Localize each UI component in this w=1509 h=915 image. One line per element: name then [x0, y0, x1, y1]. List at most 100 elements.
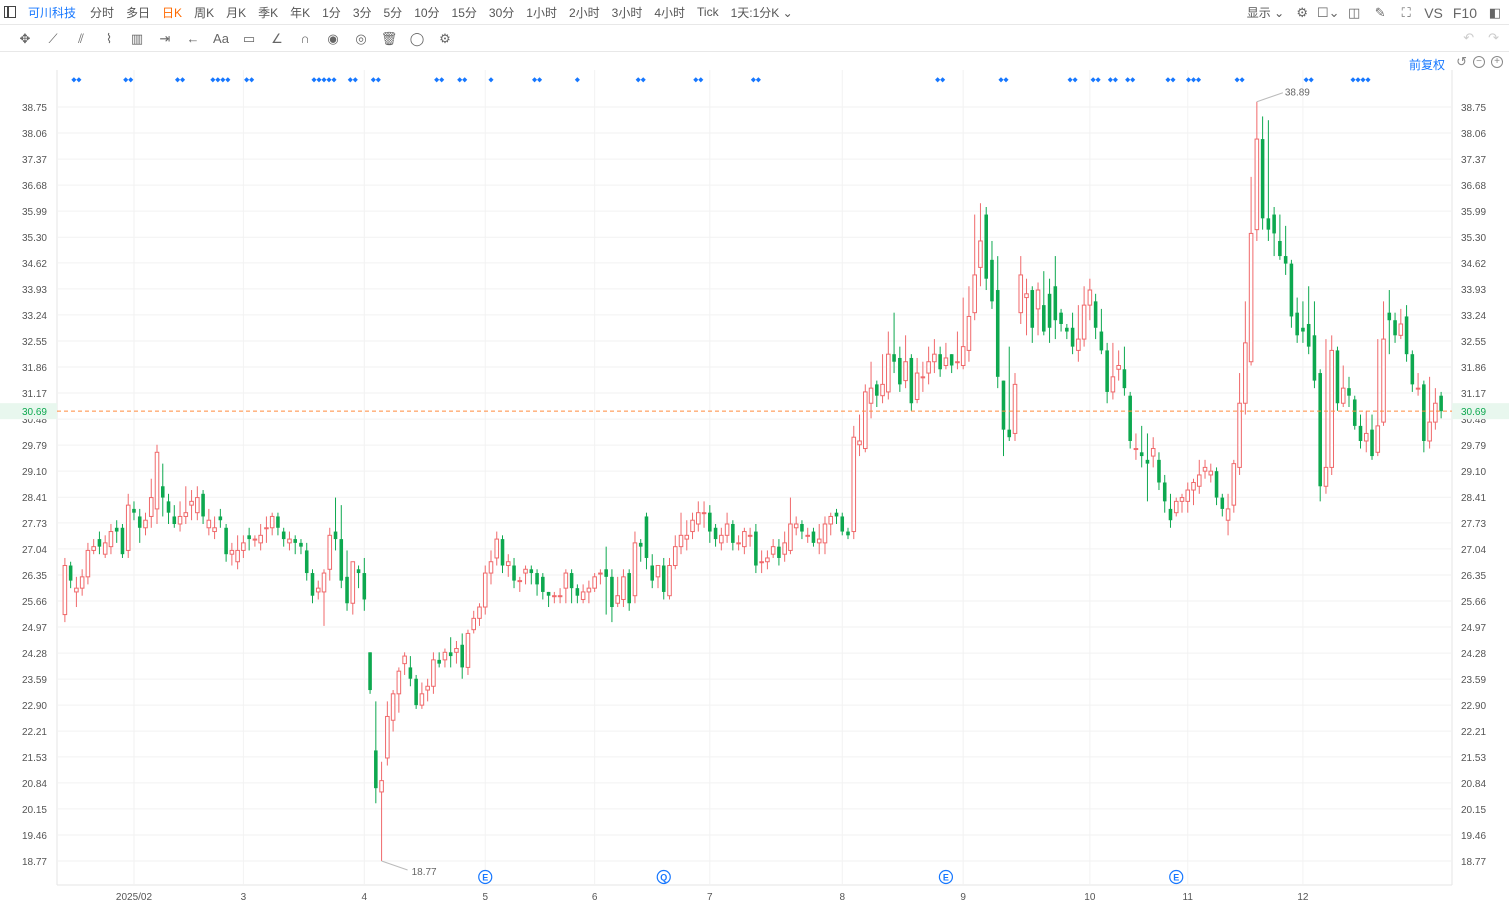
- signal-dot: [1185, 77, 1192, 83]
- undo-icon[interactable]: ↶: [1463, 30, 1475, 45]
- period-tab[interactable]: 4小时: [654, 5, 686, 20]
- candle-body: [488, 561, 494, 574]
- candle-body: [754, 531, 758, 566]
- vs-button[interactable]: VS: [1424, 4, 1443, 21]
- redo-icon[interactable]: ↷: [1488, 30, 1499, 45]
- candle-body: [1272, 214, 1276, 234]
- price-adjust-button[interactable]: 前复权: [1408, 58, 1445, 72]
- angle-icon[interactable]: ∠: [271, 30, 283, 46]
- x-tick-label: 8: [839, 892, 845, 903]
- compare-icon[interactable]: ◯: [409, 30, 425, 46]
- candle-body: [765, 557, 770, 563]
- drawing-toolbar: ✥ ⟋ ⫽ ⌇ ▥ ⇥ ← Aa ▭ ∠ ∩ ◉ ◎ 🗑 ◯ ⚙ ↶ ↷: [0, 26, 1509, 52]
- wave-icon[interactable]: ⌇: [105, 30, 113, 46]
- line-icon[interactable]: ⟋: [48, 30, 58, 46]
- candle-body: [708, 512, 712, 532]
- fullscreen-icon[interactable]: ⛶: [1401, 4, 1411, 20]
- arrow-icon[interactable]: ←: [186, 31, 200, 46]
- candle-body: [512, 565, 516, 581]
- move-icon[interactable]: ✥: [19, 30, 31, 46]
- candle-body: [580, 591, 586, 600]
- pen-icon[interactable]: ✎: [1374, 4, 1386, 20]
- channel-icon[interactable]: ⫽: [78, 30, 84, 46]
- candle-body: [1415, 387, 1421, 390]
- candle-body: [598, 572, 603, 575]
- candle-body: [79, 576, 85, 589]
- period-tab[interactable]: Tick: [697, 5, 719, 19]
- signal-dot: [488, 77, 494, 83]
- signal-dot: [225, 77, 231, 83]
- candle-body: [258, 534, 263, 544]
- period-tab[interactable]: 1天:1分K ⌄: [730, 5, 793, 20]
- display-menu[interactable]: 显示 ⌄: [1246, 6, 1285, 20]
- layout-icon[interactable]: ☐⌄: [1316, 4, 1340, 20]
- candle-body: [747, 534, 753, 537]
- candle-body: [68, 565, 73, 581]
- candle-body: [402, 655, 407, 665]
- period-tab[interactable]: 1小时: [526, 5, 557, 20]
- period-tab[interactable]: 年K: [290, 5, 311, 20]
- reset-icon[interactable]: ↺: [1456, 54, 1467, 69]
- period-tab[interactable]: 10分: [414, 5, 440, 20]
- zoom-in-icon[interactable]: +: [1491, 56, 1503, 68]
- period-tab[interactable]: 季K: [258, 5, 279, 20]
- signal-dot: [1303, 77, 1309, 83]
- camera-icon[interactable]: ◫: [1348, 4, 1361, 20]
- candle-body: [1070, 327, 1075, 347]
- trash-icon[interactable]: 🗑: [380, 30, 398, 46]
- candle-body: [1122, 369, 1127, 389]
- y-tick-label-right: 34.62: [1461, 259, 1486, 270]
- panel-toggle-icon[interactable]: ◧: [1488, 4, 1502, 20]
- y-tick-label-left: 31.17: [22, 389, 47, 400]
- zoom-out-icon[interactable]: −: [1473, 56, 1485, 68]
- settings-icon[interactable]: ⚙: [439, 30, 451, 46]
- fib-icon[interactable]: ▥: [130, 30, 144, 46]
- settings-icon[interactable]: ⚙: [1296, 4, 1309, 20]
- period-tab[interactable]: 月K: [226, 5, 247, 20]
- period-tab[interactable]: 2小时: [568, 5, 600, 20]
- period-tab[interactable]: 1分: [322, 5, 341, 20]
- stock-name[interactable]: 可川科技: [28, 5, 77, 20]
- candle-body: [684, 534, 690, 540]
- signal-dot: [693, 77, 699, 83]
- candle-body: [840, 516, 845, 532]
- period-tab[interactable]: 分时: [90, 5, 115, 20]
- candle-body: [1162, 482, 1167, 502]
- sidebar-toggle-icon[interactable]: [4, 6, 16, 18]
- period-tab[interactable]: 多日: [126, 5, 151, 20]
- signal-dot: [635, 77, 641, 83]
- candle-body: [1173, 500, 1179, 514]
- measure-icon[interactable]: ⇥: [159, 30, 171, 46]
- candle-body: [569, 573, 574, 589]
- period-tab[interactable]: 15分: [451, 5, 477, 20]
- lock-icon[interactable]: ◎: [355, 30, 367, 46]
- candle-body: [1329, 349, 1334, 468]
- period-tab[interactable]: 3小时: [611, 5, 643, 20]
- y-tick-label-left: 27.04: [22, 545, 47, 556]
- candle-body: [235, 549, 240, 563]
- period-tab[interactable]: 周K: [194, 5, 215, 20]
- candle-body: [1179, 497, 1185, 502]
- candle-body: [938, 354, 942, 370]
- eye-icon[interactable]: ◉: [327, 30, 339, 46]
- period-tab[interactable]: 日K: [162, 5, 183, 20]
- period-tab[interactable]: 3分: [352, 5, 372, 20]
- candle-body: [1047, 293, 1052, 328]
- candle-body: [690, 519, 695, 533]
- magnet-icon[interactable]: ∩: [300, 31, 310, 46]
- comment-icon[interactable]: ▭: [242, 30, 256, 46]
- period-tab[interactable]: 5分: [383, 5, 403, 20]
- text-icon[interactable]: Aa: [213, 31, 229, 46]
- candle-body: [183, 512, 189, 517]
- period-tab[interactable]: 30分: [488, 5, 515, 20]
- signal-dot: [210, 77, 216, 83]
- candle-body: [333, 531, 338, 540]
- candle-body: [575, 588, 580, 596]
- f10-button[interactable]: F10: [1452, 4, 1477, 21]
- y-tick-label-left: 37.37: [22, 155, 47, 166]
- candle-body: [1133, 448, 1139, 451]
- candle-body: [898, 357, 902, 385]
- candle-body: [1087, 289, 1093, 306]
- y-tick-label-right: 31.17: [1461, 389, 1486, 400]
